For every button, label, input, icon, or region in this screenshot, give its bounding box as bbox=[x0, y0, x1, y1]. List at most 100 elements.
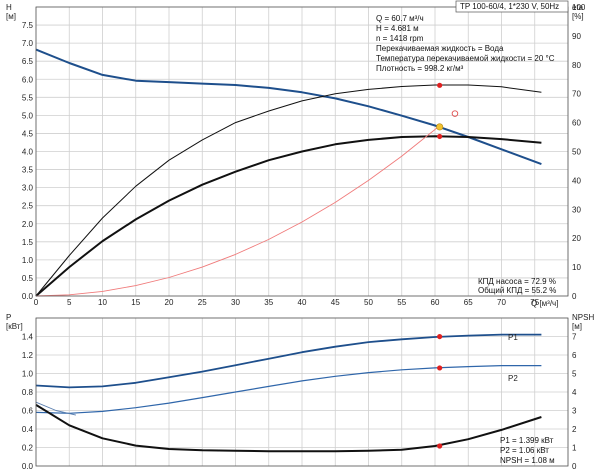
y2-tick-label: 40 bbox=[572, 176, 581, 185]
y2-tick-label: 90 bbox=[572, 32, 581, 41]
y-tick-label-bottom: 0.8 bbox=[22, 388, 34, 397]
y-tick-label-bottom: 1.2 bbox=[22, 351, 34, 360]
curves-top bbox=[35, 48, 542, 297]
y-axis-unit: [м] bbox=[6, 12, 16, 21]
y-tick-label: 0.0 bbox=[22, 292, 34, 301]
y-tick-label-bottom: 0.0 bbox=[22, 462, 34, 471]
y2-tick-label: 80 bbox=[572, 61, 581, 70]
eta-total-point bbox=[437, 133, 443, 140]
y2-tick-label: 30 bbox=[572, 205, 581, 214]
x-tick-label: 25 bbox=[198, 298, 207, 307]
y2-axis-label-bottom: NPSH bbox=[572, 313, 594, 322]
y-axis-unit-bottom: [кВт] bbox=[6, 322, 23, 331]
title-box bbox=[455, 0, 569, 13]
info-line: Температура перекачиваемой жидкости = 20… bbox=[376, 54, 555, 63]
p1-point bbox=[437, 333, 443, 340]
y2-tick-label-bottom: 7 bbox=[572, 333, 577, 342]
info-line: Q = 60.7 м³/ч bbox=[376, 14, 424, 23]
curves-bottom bbox=[35, 333, 542, 453]
npsh-curve bbox=[35, 404, 542, 453]
x-tick-label: 10 bbox=[98, 298, 107, 307]
x-tick-label: 70 bbox=[497, 298, 506, 307]
y2-axis-label: eta bbox=[572, 3, 584, 12]
y-tick-label-bottom: 1.0 bbox=[22, 370, 34, 379]
x-tick-label: 40 bbox=[298, 298, 307, 307]
y-axis-label: H bbox=[6, 3, 12, 12]
y2-tick-label: 0 bbox=[572, 292, 577, 301]
power-info: P1 = 1.399 кВт P2 = 1.06 кВт NPSH = 1.08… bbox=[500, 436, 555, 465]
plot-frame-top bbox=[35, 6, 569, 297]
y2-tick-label-bottom: 2 bbox=[572, 425, 577, 434]
y2-tick-label: 10 bbox=[572, 263, 581, 272]
y-tick-label-bottom: 0.2 bbox=[22, 444, 34, 453]
y-tick-label: 1.0 bbox=[22, 256, 34, 265]
y-tick-label: 7.5 bbox=[22, 21, 34, 30]
y2-tick-label: 70 bbox=[572, 90, 581, 99]
x-tick-label: 45 bbox=[331, 298, 340, 307]
series-label-p1: P1 bbox=[508, 333, 518, 342]
y-tick-label: 6.0 bbox=[22, 75, 34, 84]
y-tick-label: 1.5 bbox=[22, 238, 34, 247]
y-tick-label: 6.5 bbox=[22, 57, 34, 66]
info-line: P1 = 1.399 кВт bbox=[500, 436, 554, 445]
x-tick-label: 30 bbox=[231, 298, 240, 307]
x-tick-label: 55 bbox=[397, 298, 406, 307]
y-tick-label: 2.5 bbox=[22, 202, 34, 211]
y-tick-label: 5.0 bbox=[22, 111, 34, 120]
y2-tick-label-bottom: 0 bbox=[572, 462, 577, 471]
grid-bottom bbox=[35, 317, 569, 467]
x-tick-label: 75 bbox=[530, 298, 539, 307]
series-label-p2: P2 bbox=[508, 374, 518, 383]
p1-thin-curve bbox=[35, 401, 77, 416]
y-tick-label: 0.5 bbox=[22, 274, 34, 283]
info-line: NPSH = 1.08 м bbox=[500, 456, 555, 465]
eta-pump-point bbox=[437, 82, 443, 88]
eff-line: Общий КПД = 55.2 % bbox=[478, 286, 556, 295]
y2-tick-label-bottom: 5 bbox=[572, 370, 577, 379]
operating-info: Q = 60.7 м³/ч H = 4.681 м n = 1418 rpm П… bbox=[376, 14, 555, 73]
x-tick-label: 0 bbox=[34, 298, 39, 307]
x-tick-label: 5 bbox=[67, 298, 72, 307]
head-curve bbox=[35, 48, 542, 166]
y2-tick-label: 60 bbox=[572, 119, 581, 128]
info-line: Перекачиваемая жидкость = Вода bbox=[376, 44, 504, 53]
y2-axis-unit-bottom: [м] bbox=[572, 322, 582, 331]
y-tick-label: 3.5 bbox=[22, 166, 34, 175]
series-P1 bbox=[35, 333, 542, 389]
duty-point bbox=[436, 123, 444, 131]
info-line: P2 = 1.06 кВт bbox=[500, 446, 549, 455]
x-tick-label: 65 bbox=[464, 298, 473, 307]
x-tick-label: 15 bbox=[131, 298, 140, 307]
chart-title: TP 100-60/4, 1*230 V, 50Hz bbox=[460, 2, 559, 11]
y-axis-label-bottom: P bbox=[6, 313, 11, 322]
x-tick-label: 35 bbox=[264, 298, 273, 307]
y2-tick-label-bottom: 4 bbox=[572, 388, 577, 397]
y-tick-label: 3.0 bbox=[22, 184, 34, 193]
eta-thick-curve bbox=[35, 135, 542, 297]
info-line: n = 1418 rpm bbox=[376, 34, 424, 43]
y-tick-label: 7.0 bbox=[22, 39, 34, 48]
y-tick-label-bottom: 0.6 bbox=[22, 407, 34, 416]
tick-labels: 0 5 10 15 20 25 30 35 40 45 50 55 60 65 70 750.00.51.01… bbox=[22, 3, 586, 471]
info-line: Плотность = 998.2 кг/м³ bbox=[376, 64, 464, 73]
series-P2 bbox=[35, 365, 542, 414]
y-tick-label: 5.5 bbox=[22, 93, 34, 102]
open-marker bbox=[451, 110, 459, 117]
info-line: H = 4.681 м bbox=[376, 24, 419, 33]
y-tick-label: 4.5 bbox=[22, 129, 34, 138]
y2-tick-label-bottom: 3 bbox=[572, 407, 577, 416]
y-tick-label: 2.0 bbox=[22, 220, 34, 229]
y2-tick-label-bottom: 6 bbox=[572, 351, 577, 360]
x-tick-label: 60 bbox=[431, 298, 440, 307]
plot-frame-bottom bbox=[35, 317, 569, 467]
x-axis-label: Q [м³/ч] bbox=[531, 299, 558, 308]
y-tick-label-bottom: 1.4 bbox=[22, 333, 34, 342]
efficiency-info: КПД насоса = 72.9 % Общий КПД = 55.2 % bbox=[478, 277, 556, 295]
y2-tick-label: 100 bbox=[572, 3, 586, 12]
npsh-point bbox=[437, 443, 443, 449]
y-tick-label-bottom: 0.4 bbox=[22, 425, 34, 434]
x-tick-label: 20 bbox=[165, 298, 174, 307]
y2-tick-label: 20 bbox=[572, 234, 581, 243]
y2-axis-unit: [%] bbox=[572, 12, 584, 21]
